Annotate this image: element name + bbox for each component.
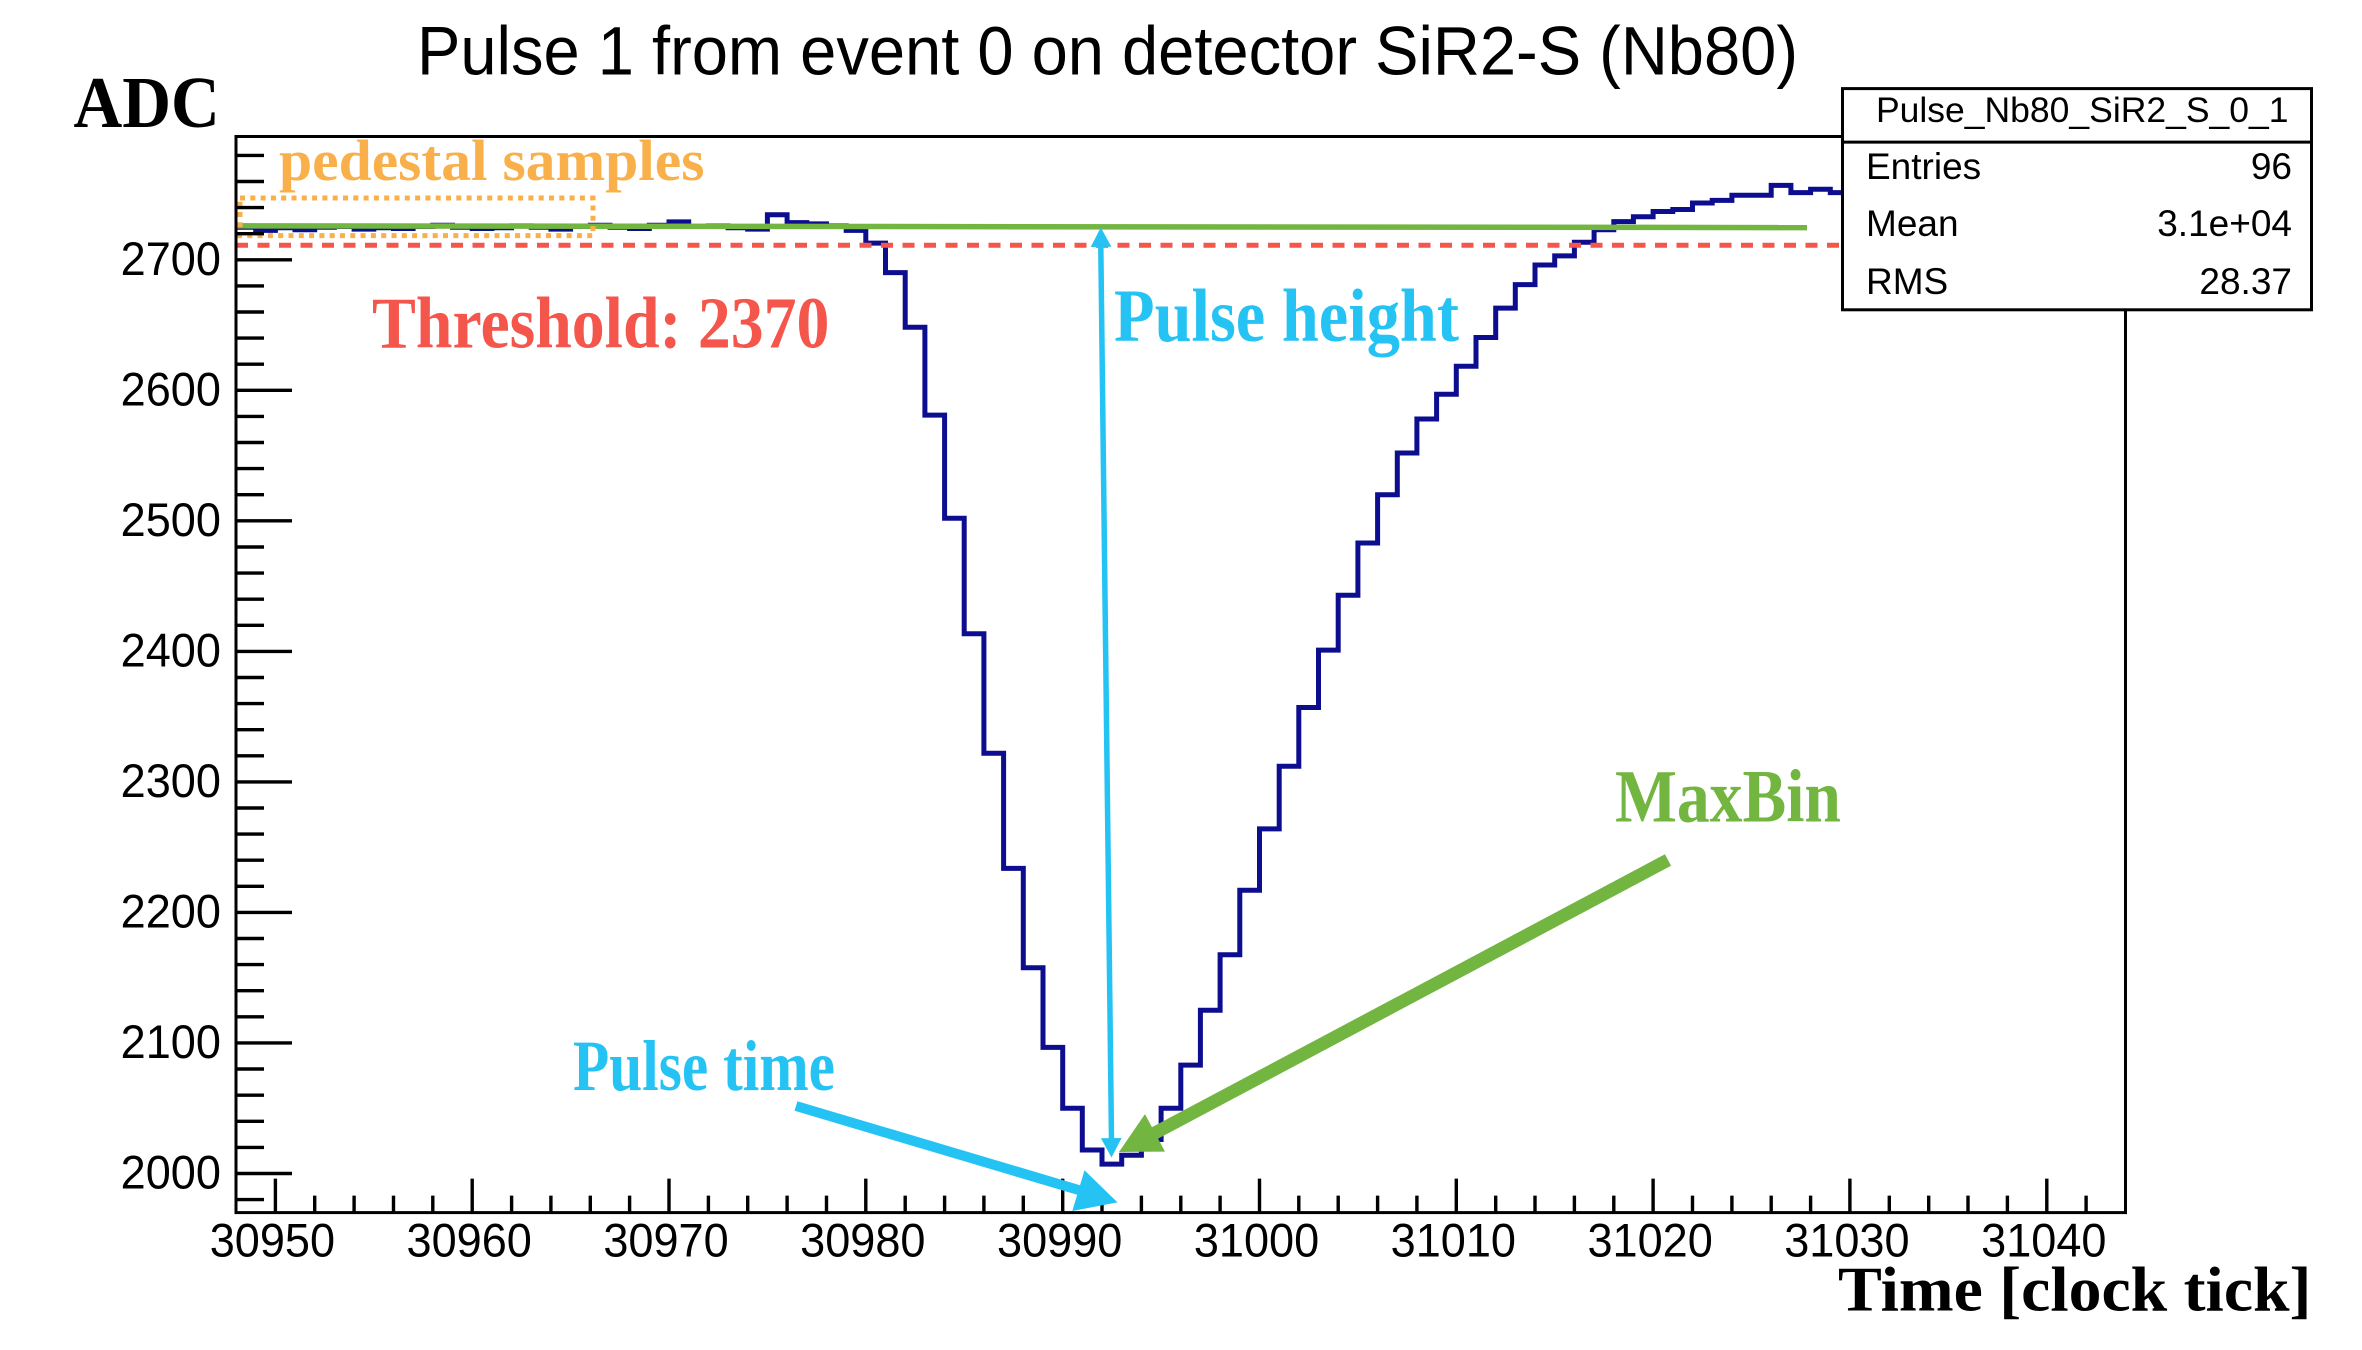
svg-text:31040: 31040 bbox=[1981, 1214, 2106, 1267]
svg-text:2400: 2400 bbox=[121, 624, 221, 677]
svg-text:31020: 31020 bbox=[1587, 1214, 1712, 1267]
svg-text:ADC: ADC bbox=[74, 63, 220, 144]
svg-text:2500: 2500 bbox=[121, 493, 221, 546]
svg-text:2100: 2100 bbox=[121, 1015, 221, 1068]
svg-text:2600: 2600 bbox=[121, 362, 221, 415]
svg-text:2000: 2000 bbox=[121, 1146, 221, 1199]
svg-text:Entries: Entries bbox=[1866, 146, 1981, 187]
svg-text:2300: 2300 bbox=[121, 754, 221, 807]
svg-text:30970: 30970 bbox=[603, 1214, 728, 1267]
svg-text:30960: 30960 bbox=[407, 1214, 532, 1267]
svg-text:Threshold: 2370: Threshold: 2370 bbox=[372, 283, 829, 364]
svg-text:30990: 30990 bbox=[997, 1214, 1122, 1267]
svg-text:Pulse height: Pulse height bbox=[1114, 275, 1459, 358]
svg-text:RMS: RMS bbox=[1866, 261, 1948, 302]
svg-text:28.37: 28.37 bbox=[2193, 261, 2292, 302]
svg-text:MaxBin: MaxBin bbox=[1615, 756, 1841, 839]
svg-text:2200: 2200 bbox=[121, 885, 221, 938]
svg-text:Pulse 1 from event 0 on detect: Pulse 1 from event 0 on detector SiR2-S … bbox=[417, 13, 1798, 90]
svg-text:31000: 31000 bbox=[1194, 1214, 1319, 1267]
svg-text:Time [clock tick]: Time [clock tick] bbox=[1838, 1255, 2311, 1324]
svg-text:Pulse_Nb80_SiR2_S_0_1: Pulse_Nb80_SiR2_S_0_1 bbox=[1876, 90, 2289, 130]
svg-text:3.1e+04: 3.1e+04 bbox=[2157, 203, 2292, 244]
svg-text:Pulse time: Pulse time bbox=[573, 1027, 835, 1107]
svg-text:96: 96 bbox=[2245, 146, 2292, 187]
svg-text:30950: 30950 bbox=[210, 1214, 335, 1267]
svg-text:pedestal samples: pedestal samples bbox=[279, 129, 704, 193]
svg-text:31030: 31030 bbox=[1784, 1214, 1909, 1267]
svg-text:31010: 31010 bbox=[1391, 1214, 1516, 1267]
svg-text:Mean: Mean bbox=[1866, 203, 1959, 244]
svg-text:2700: 2700 bbox=[121, 232, 221, 285]
svg-text:30980: 30980 bbox=[800, 1214, 925, 1267]
